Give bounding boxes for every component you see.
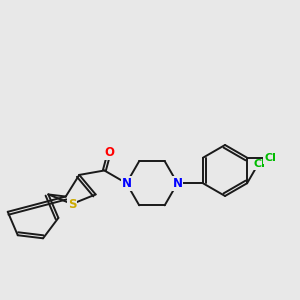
Text: Cl: Cl (254, 160, 266, 170)
Text: N: N (172, 177, 182, 190)
Text: O: O (104, 146, 114, 159)
Text: Cl: Cl (264, 153, 276, 163)
Text: N: N (122, 177, 131, 190)
Text: S: S (68, 197, 76, 211)
